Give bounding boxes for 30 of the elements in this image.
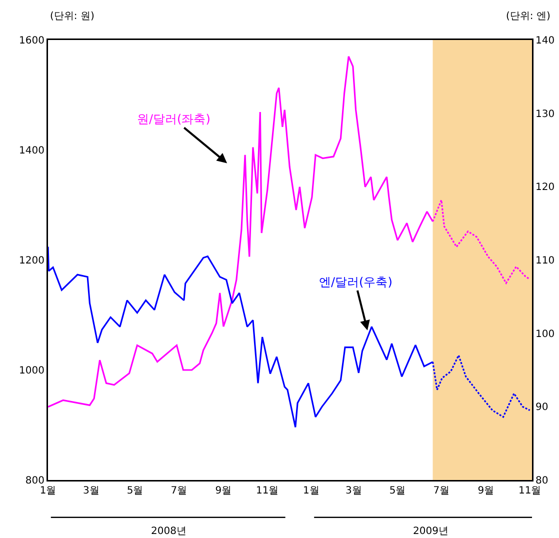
y2-tick-label: 110 [536, 256, 555, 266]
text: 엔/달러(우축) [319, 275, 392, 289]
y2-tick-label: 120 [536, 182, 555, 194]
y2-tick-label: 130 [536, 108, 555, 120]
y2-tick-label: 80 [536, 476, 548, 486]
y-tick-label: 1000 [19, 366, 44, 376]
x-tick-label: 1월 [303, 486, 320, 496]
y2-axis-title: (단위: 엔) [506, 11, 550, 22]
y-tick-label: 800 [25, 476, 44, 486]
y-tick-label: 1200 [19, 256, 44, 266]
x-tick-label: 7월 [433, 486, 450, 496]
x-tick-label: 7월 [170, 486, 188, 496]
y2-tick-label: 140 [536, 36, 555, 46]
x-tick-label: 9월 [215, 486, 232, 496]
x-tick-label: 1월 [40, 486, 56, 496]
x-tick-label: 3월 [82, 486, 100, 496]
text: 2009년 [413, 526, 448, 537]
x-tick-label: 5월 [389, 486, 406, 496]
y2-tick-label: 100 [536, 328, 555, 340]
x-tick-label: 11월 [518, 486, 542, 496]
x-tick-label: 3월 [345, 486, 362, 496]
y-axis-title: (단위: 원) [50, 11, 94, 22]
y2-tick-label: 90 [536, 402, 548, 414]
text: 원/달러(좌축) [137, 112, 210, 126]
y-tick-label: 1400 [19, 146, 44, 156]
x-tick-label: 9월 [478, 486, 494, 496]
text: 2008년 [151, 526, 186, 537]
x-tick-label: 5월 [126, 486, 144, 496]
x-tick-label: 11월 [256, 486, 279, 496]
y-tick-label: 1600 [19, 36, 44, 46]
